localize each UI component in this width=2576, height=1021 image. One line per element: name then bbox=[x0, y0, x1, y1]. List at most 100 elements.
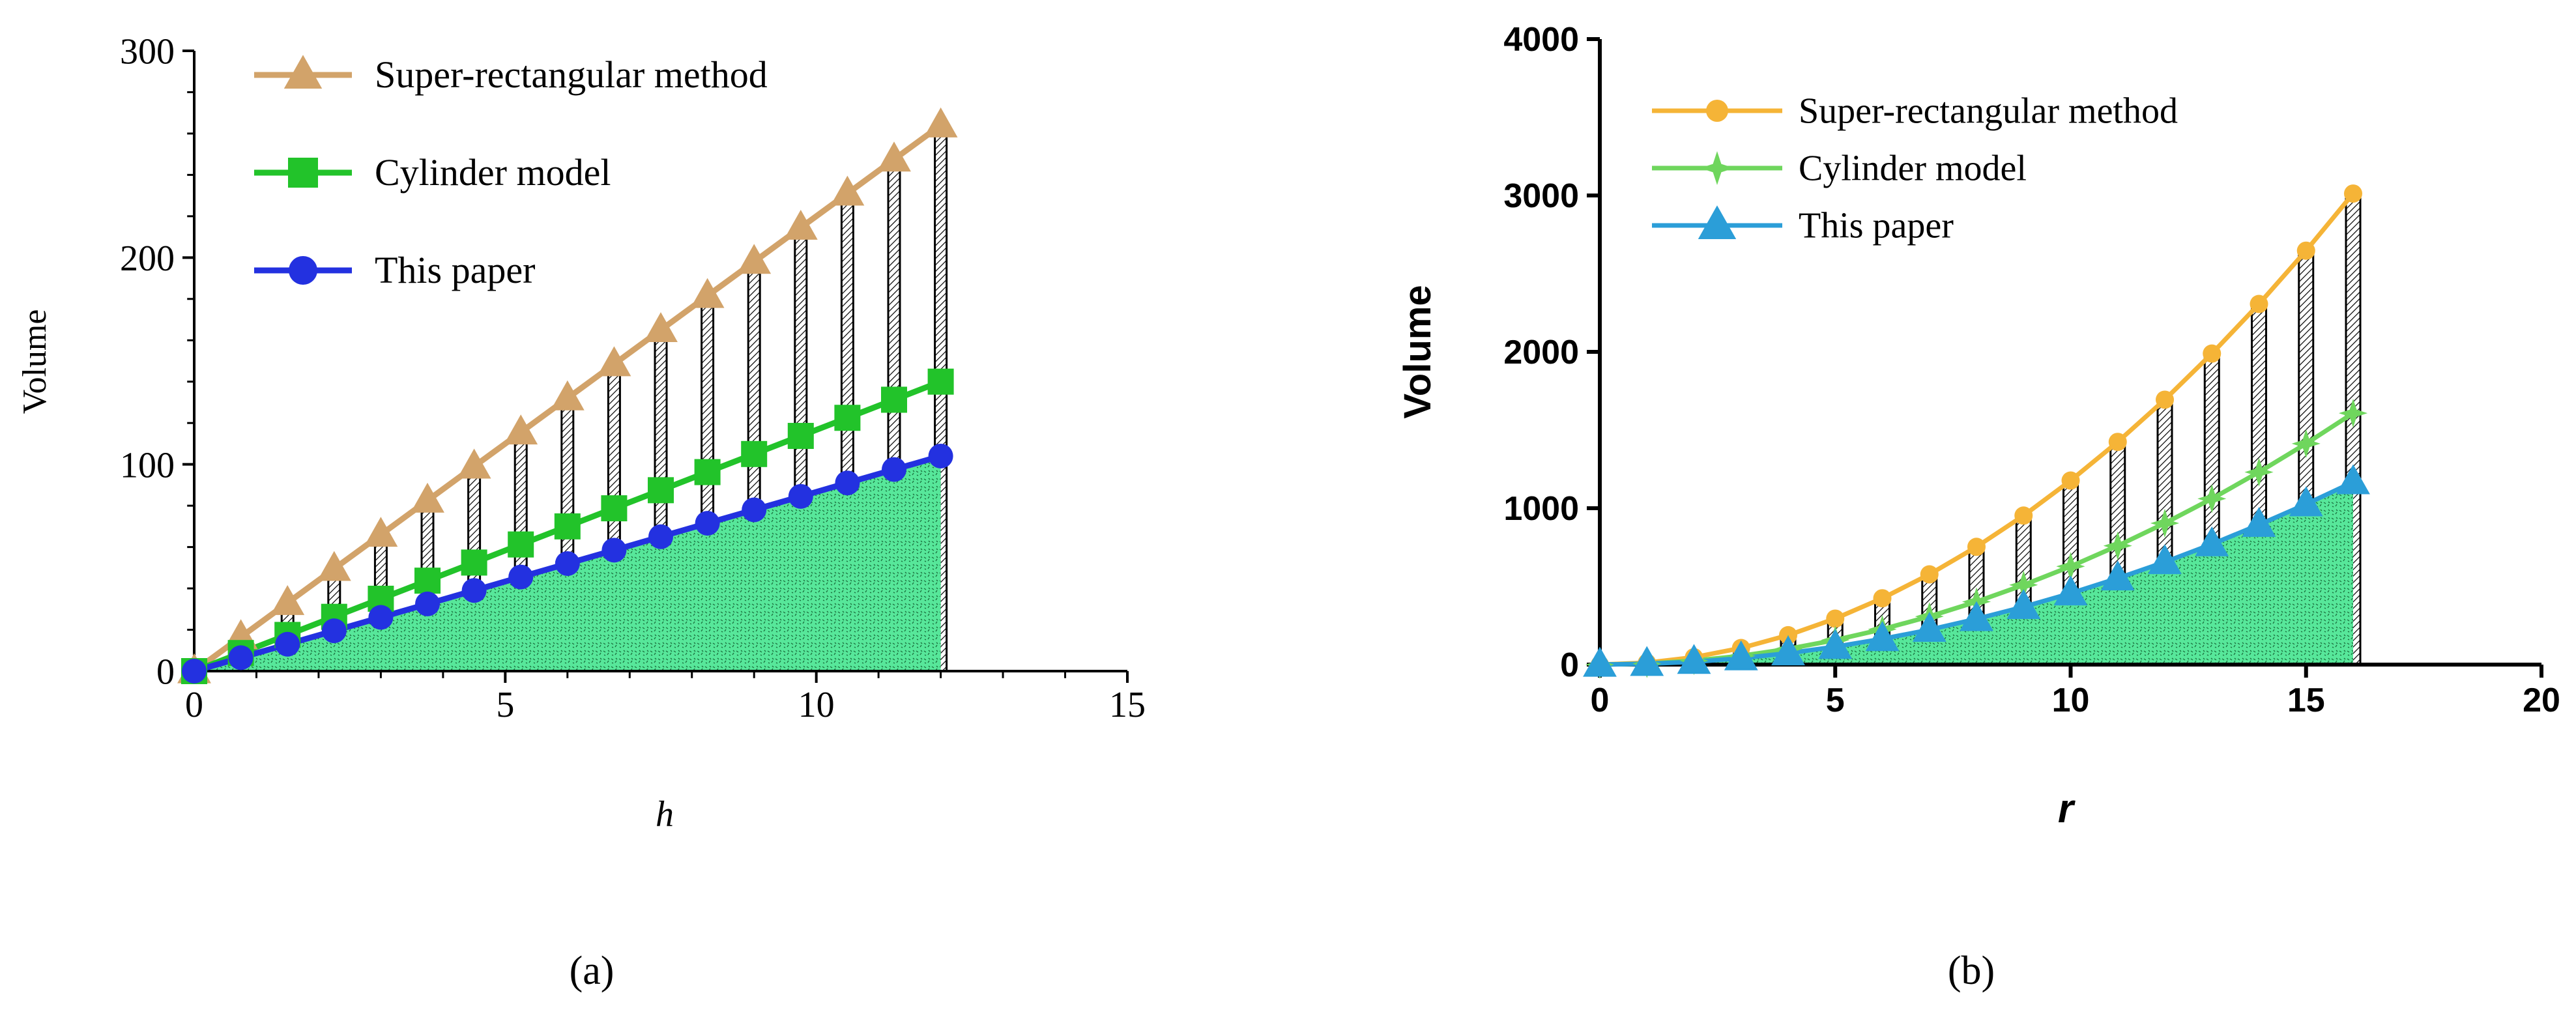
y-tick-label: 100 bbox=[120, 445, 175, 485]
data-point bbox=[1912, 612, 1946, 642]
data-point bbox=[601, 495, 628, 522]
data-point bbox=[927, 368, 954, 395]
data-point bbox=[1818, 629, 1853, 659]
data-point bbox=[504, 414, 538, 445]
data-point bbox=[882, 457, 906, 482]
y-tick-label: 0 bbox=[156, 652, 175, 693]
data-point bbox=[601, 538, 627, 563]
data-point bbox=[2156, 390, 2174, 409]
panel-b-fill-area bbox=[1600, 482, 2353, 665]
data-point bbox=[741, 440, 768, 467]
y-tick-label: 4000 bbox=[1503, 21, 1579, 59]
legend-marker bbox=[1698, 205, 1737, 239]
data-point bbox=[2148, 544, 2182, 575]
data-point bbox=[2150, 508, 2180, 538]
panel-a-caption: (a) bbox=[570, 949, 615, 993]
data-point bbox=[2006, 589, 2041, 620]
data-point bbox=[2053, 575, 2088, 606]
data-point bbox=[830, 175, 865, 206]
data-point bbox=[1873, 589, 1892, 608]
data-point bbox=[597, 346, 631, 377]
data-point bbox=[2108, 433, 2127, 452]
data-point bbox=[414, 568, 441, 594]
x-tick-label: 5 bbox=[496, 685, 514, 725]
data-point bbox=[1583, 646, 1617, 677]
data-point bbox=[2336, 464, 2370, 495]
data-point bbox=[228, 645, 253, 670]
panel-b-axes: 0 5 10 15 20 0 1000 2000 3000 4000 bbox=[1503, 21, 2560, 719]
data-point bbox=[742, 497, 767, 523]
data-point bbox=[877, 141, 911, 172]
x-tick-label: 0 bbox=[185, 685, 203, 725]
x-tick-label: 15 bbox=[1109, 685, 1146, 725]
data-point bbox=[788, 483, 813, 509]
data-point bbox=[2291, 429, 2321, 458]
data-point bbox=[644, 312, 678, 342]
panel-a-legend: Super-rectangular method Cylinder model Th… bbox=[254, 53, 768, 291]
data-point bbox=[2056, 552, 2085, 581]
panel-b-chart: 0 5 10 15 20 0 1000 2000 3000 4000 Super-rectangu… bbox=[1397, 21, 2560, 831]
data-point bbox=[1960, 601, 1993, 631]
data-point bbox=[182, 659, 207, 683]
data-point bbox=[554, 513, 581, 539]
legend-marker bbox=[1700, 151, 1734, 185]
legend-label: Cylinder model bbox=[1799, 148, 2027, 188]
legend-marker bbox=[283, 55, 323, 89]
x-tick-label: 10 bbox=[2052, 682, 2090, 719]
data-point bbox=[270, 584, 305, 615]
y-tick-label: 3000 bbox=[1503, 177, 1579, 215]
data-point bbox=[2338, 399, 2368, 428]
data-point bbox=[2197, 484, 2227, 513]
data-point bbox=[694, 459, 721, 485]
panel-a-series-markers bbox=[177, 107, 958, 684]
data-point bbox=[2103, 531, 2132, 560]
panel-b-legend: Super-rectangular method Cylinder model Th… bbox=[1652, 91, 2178, 246]
x-tick-label: 20 bbox=[2523, 682, 2560, 719]
data-point bbox=[317, 551, 351, 581]
fill-region bbox=[1600, 482, 2353, 665]
x-tick-label: 5 bbox=[1826, 682, 1845, 719]
data-point bbox=[364, 517, 398, 547]
data-point bbox=[1771, 635, 1805, 666]
data-point bbox=[737, 244, 772, 274]
data-point bbox=[783, 209, 818, 240]
data-point bbox=[1630, 646, 1664, 676]
data-point bbox=[508, 531, 534, 558]
data-point bbox=[415, 591, 440, 616]
panel-a-y-axis-label: Volume bbox=[16, 309, 53, 414]
panel-a-x-axis-label: h bbox=[656, 794, 674, 835]
data-point bbox=[2244, 457, 2274, 487]
data-point bbox=[2014, 506, 2033, 525]
legend-label: This paper bbox=[375, 249, 535, 291]
y-tick-label: 2000 bbox=[1503, 334, 1579, 371]
data-point bbox=[1677, 644, 1711, 674]
data-point bbox=[2203, 344, 2221, 363]
data-point bbox=[1724, 640, 1758, 670]
y-tick-label: 300 bbox=[120, 32, 175, 72]
data-point bbox=[321, 618, 347, 644]
legend-label: Cylinder model bbox=[375, 151, 611, 194]
data-point bbox=[1865, 621, 1900, 652]
data-point bbox=[2296, 241, 2315, 260]
legend-marker bbox=[288, 158, 318, 188]
data-point bbox=[2289, 486, 2323, 517]
legend-marker bbox=[1706, 100, 1728, 122]
panel-b-series-markers bbox=[1583, 184, 2370, 680]
legend-label: Super-rectangular method bbox=[1799, 91, 2178, 131]
data-point bbox=[457, 448, 491, 479]
panel-b-y-axis-label: Volume bbox=[1397, 285, 1439, 418]
data-point bbox=[648, 524, 673, 549]
data-point bbox=[508, 564, 534, 590]
data-point bbox=[881, 386, 907, 413]
data-point bbox=[834, 405, 861, 431]
data-point bbox=[1826, 609, 1845, 628]
data-point bbox=[690, 278, 725, 308]
data-point bbox=[1920, 565, 1939, 584]
data-point bbox=[461, 549, 487, 576]
legend-label: Super-rectangular method bbox=[375, 53, 768, 96]
x-tick-label: 15 bbox=[2287, 682, 2325, 719]
data-point bbox=[2009, 570, 2038, 599]
panel-a-axes: 0 5 10 15 0 100 200 300 bbox=[120, 32, 1146, 725]
data-point bbox=[2100, 560, 2135, 591]
